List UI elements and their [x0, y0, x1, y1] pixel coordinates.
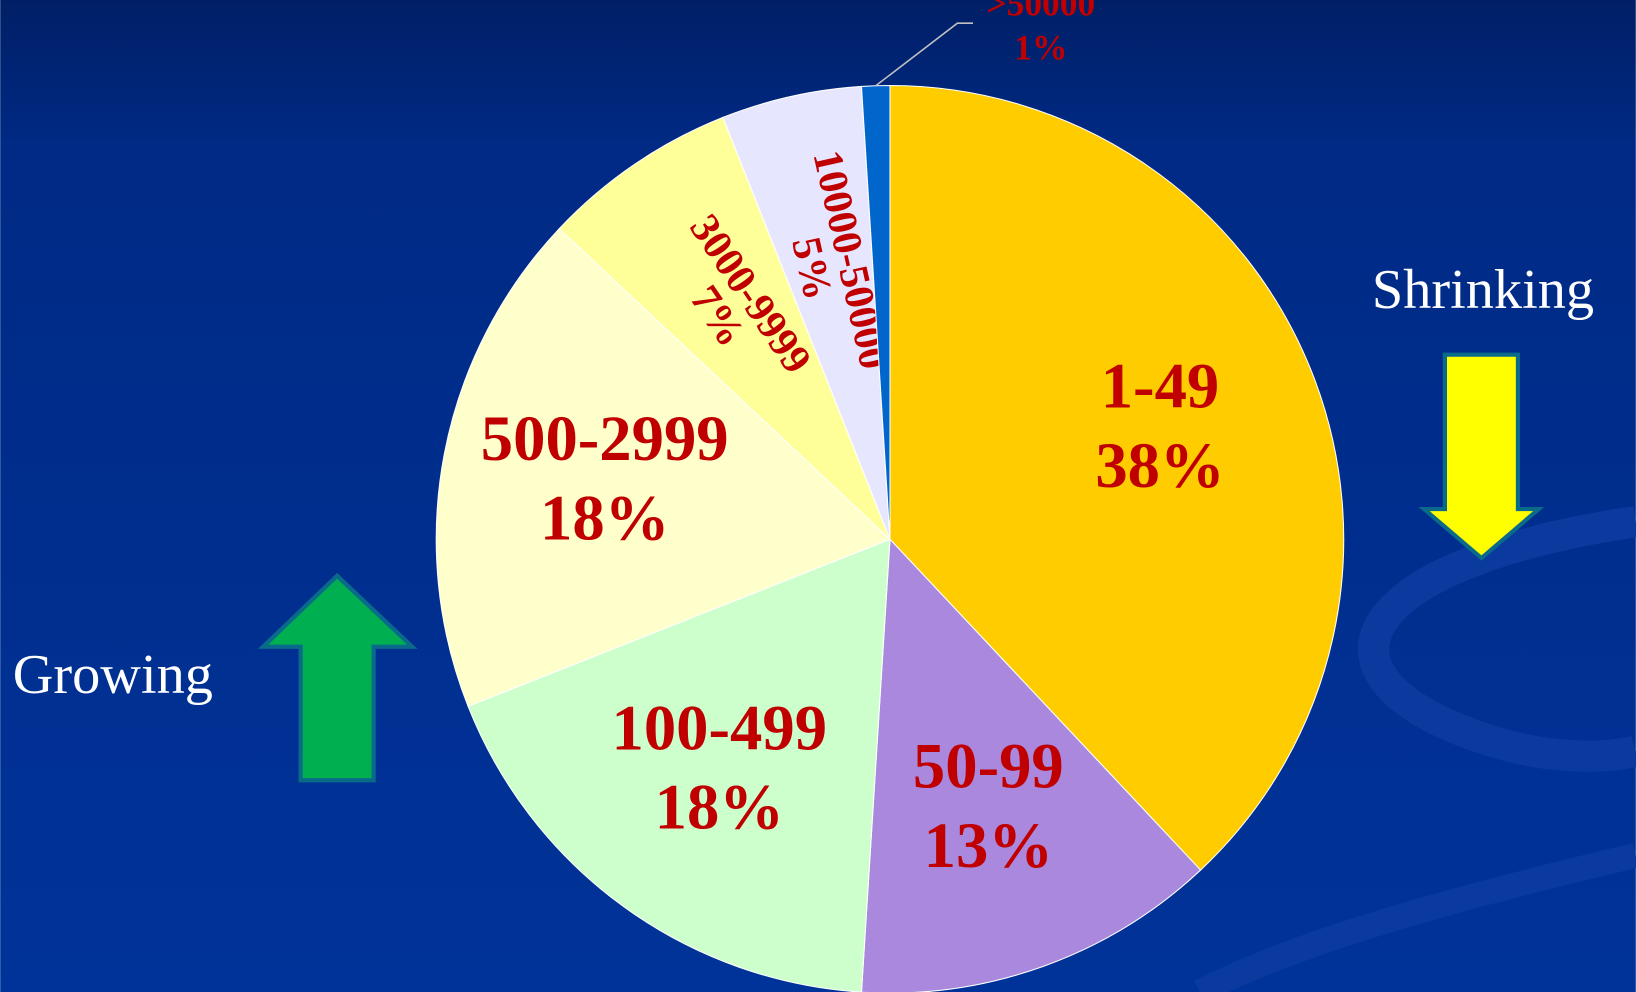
pie: 1-4938%50-9913%100-49918%500-299918%3000… — [435, 0, 1345, 992]
pie-slice — [558, 116, 891, 540]
swoosh — [1194, 843, 1636, 992]
value-label: 13% — [924, 809, 1053, 881]
pie-slice — [467, 538, 891, 992]
slice-label: 500-2999 — [481, 402, 729, 474]
leader-line — [875, 22, 974, 87]
up-arrow — [257, 572, 418, 783]
pie-slice — [860, 538, 1202, 992]
value-label: 18% — [655, 771, 784, 843]
down-arrow — [1418, 352, 1545, 561]
slice-label: 50-99 — [913, 730, 1064, 802]
swoosh — [1357, 506, 1636, 772]
value-label: 18% — [540, 481, 669, 553]
slice-label: >50000 — [986, 0, 1095, 24]
pie-slice — [889, 85, 1345, 871]
pie-slice — [722, 85, 891, 540]
annotation: Growing — [13, 644, 213, 706]
pie-slice — [860, 85, 891, 540]
slice-label: 1-49 — [1101, 350, 1220, 422]
annotation: Shrinking — [1372, 259, 1594, 321]
pie-slice — [435, 227, 891, 708]
value-label: 38% — [1095, 429, 1224, 501]
value-label: 1% — [1014, 28, 1067, 68]
slice-label: 100-499 — [612, 691, 828, 763]
